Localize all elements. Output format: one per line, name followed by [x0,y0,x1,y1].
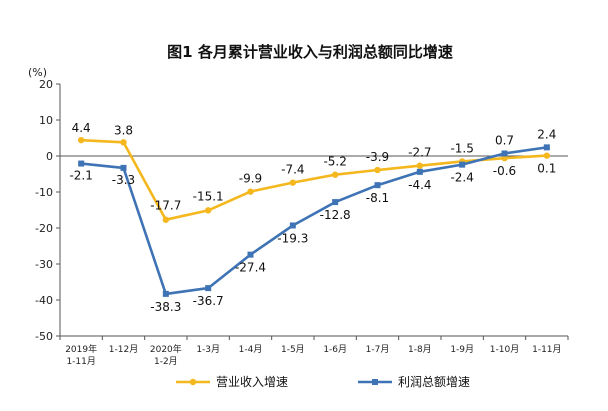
revenue-legend-marker [189,378,197,386]
profit-data-label: 0.7 [495,133,514,147]
x-tick-label: 1-4月 [239,344,263,355]
profit-point [332,199,339,206]
y-tick-label: -30 [35,258,53,271]
x-tick-label: 1-6月 [323,344,347,355]
profit-data-label: -12.8 [320,208,351,222]
y-tick-label: 0 [46,150,53,163]
profit-point [289,222,296,229]
profit-data-label: -4.4 [408,178,431,192]
revenue-data-label: 4.4 [72,121,91,135]
revenue-point [120,139,127,146]
y-tick-label: -10 [35,186,53,199]
profit-data-label: -27.4 [235,261,266,275]
revenue-point [501,154,508,162]
y-axis-unit: (%) [28,66,47,79]
profit-data-label: -2.1 [69,169,92,183]
revenue-data-label: -7.4 [281,163,304,177]
revenue-series-line [81,138,547,221]
profit-data-label: -3.3 [112,173,135,187]
y-tick-label: 10 [39,114,53,127]
profit-data-label: -38.3 [150,300,181,314]
y-tick-label: -20 [35,222,53,235]
revenue-point [416,162,424,169]
profit-data-label: 2.4 [537,127,556,141]
revenue-data-label: -17.7 [150,199,181,213]
revenue-data-label: -1.5 [450,141,473,155]
x-tick-label: 1-7月 [366,344,390,355]
profit-data-label: -2.4 [450,171,473,185]
revenue-point [374,166,381,174]
x-tick-label: 1-9月 [450,344,474,355]
x-tick-label: 1-11月 [532,344,561,355]
profit-data-label: -8.1 [366,191,389,205]
revenue-legend-label: 营业收入增速 [216,375,288,389]
revenue-point [162,216,170,223]
revenue-point [543,152,551,159]
revenue-point [77,136,85,144]
revenue-point [204,207,212,214]
x-tick-label: 2019年 [65,343,97,355]
profit-series-line [81,146,547,296]
x-tick-label: 1-8月 [408,344,432,355]
profit-point [120,164,127,171]
profit-point [247,251,254,258]
x-tick-label: 1-12月 [109,344,138,355]
revenue-point [331,171,339,178]
profit-point [162,290,169,297]
profit-point [501,150,508,157]
revenue-data-label: 0.1 [537,162,556,176]
revenue-point [289,179,297,186]
x-tick-label: 1-3月 [196,344,220,355]
profit-point [459,161,466,168]
revenue-data-label: -2.7 [408,146,431,160]
profit-point [416,168,423,175]
revenue-data-label: -0.6 [493,164,516,178]
x-tick-label: 1-11月 [66,356,95,367]
revenue-point [247,188,254,195]
profit-point [543,144,550,151]
revenue-data-label: -3.9 [366,150,389,164]
revenue-data-label: -15.1 [193,189,224,203]
profit-legend-marker [372,379,378,385]
profit-data-label: -36.7 [193,294,224,308]
revenue-data-label: -9.9 [239,172,262,186]
y-tick-label: -50 [35,330,53,343]
profit-point [205,285,212,292]
revenue-data-label: -5.2 [323,155,346,169]
profit-data-label: -19.3 [277,231,308,245]
x-tick-label: 1-5月 [281,344,305,355]
revenue-data-label: 3.8 [114,123,133,137]
profit-point [374,182,381,189]
profit-point [78,160,85,167]
profit-legend-label: 利润总额增速 [398,375,470,389]
chart-title: 图1 各月累计营业收入与利润总额同比增速 [167,43,453,61]
x-tick-label: 1-10月 [490,344,519,355]
x-tick-label: 1-2月 [154,356,178,367]
y-tick-label: 20 [39,78,53,91]
x-tick-label: 2020年 [150,343,182,355]
y-tick-label: -40 [35,294,53,307]
